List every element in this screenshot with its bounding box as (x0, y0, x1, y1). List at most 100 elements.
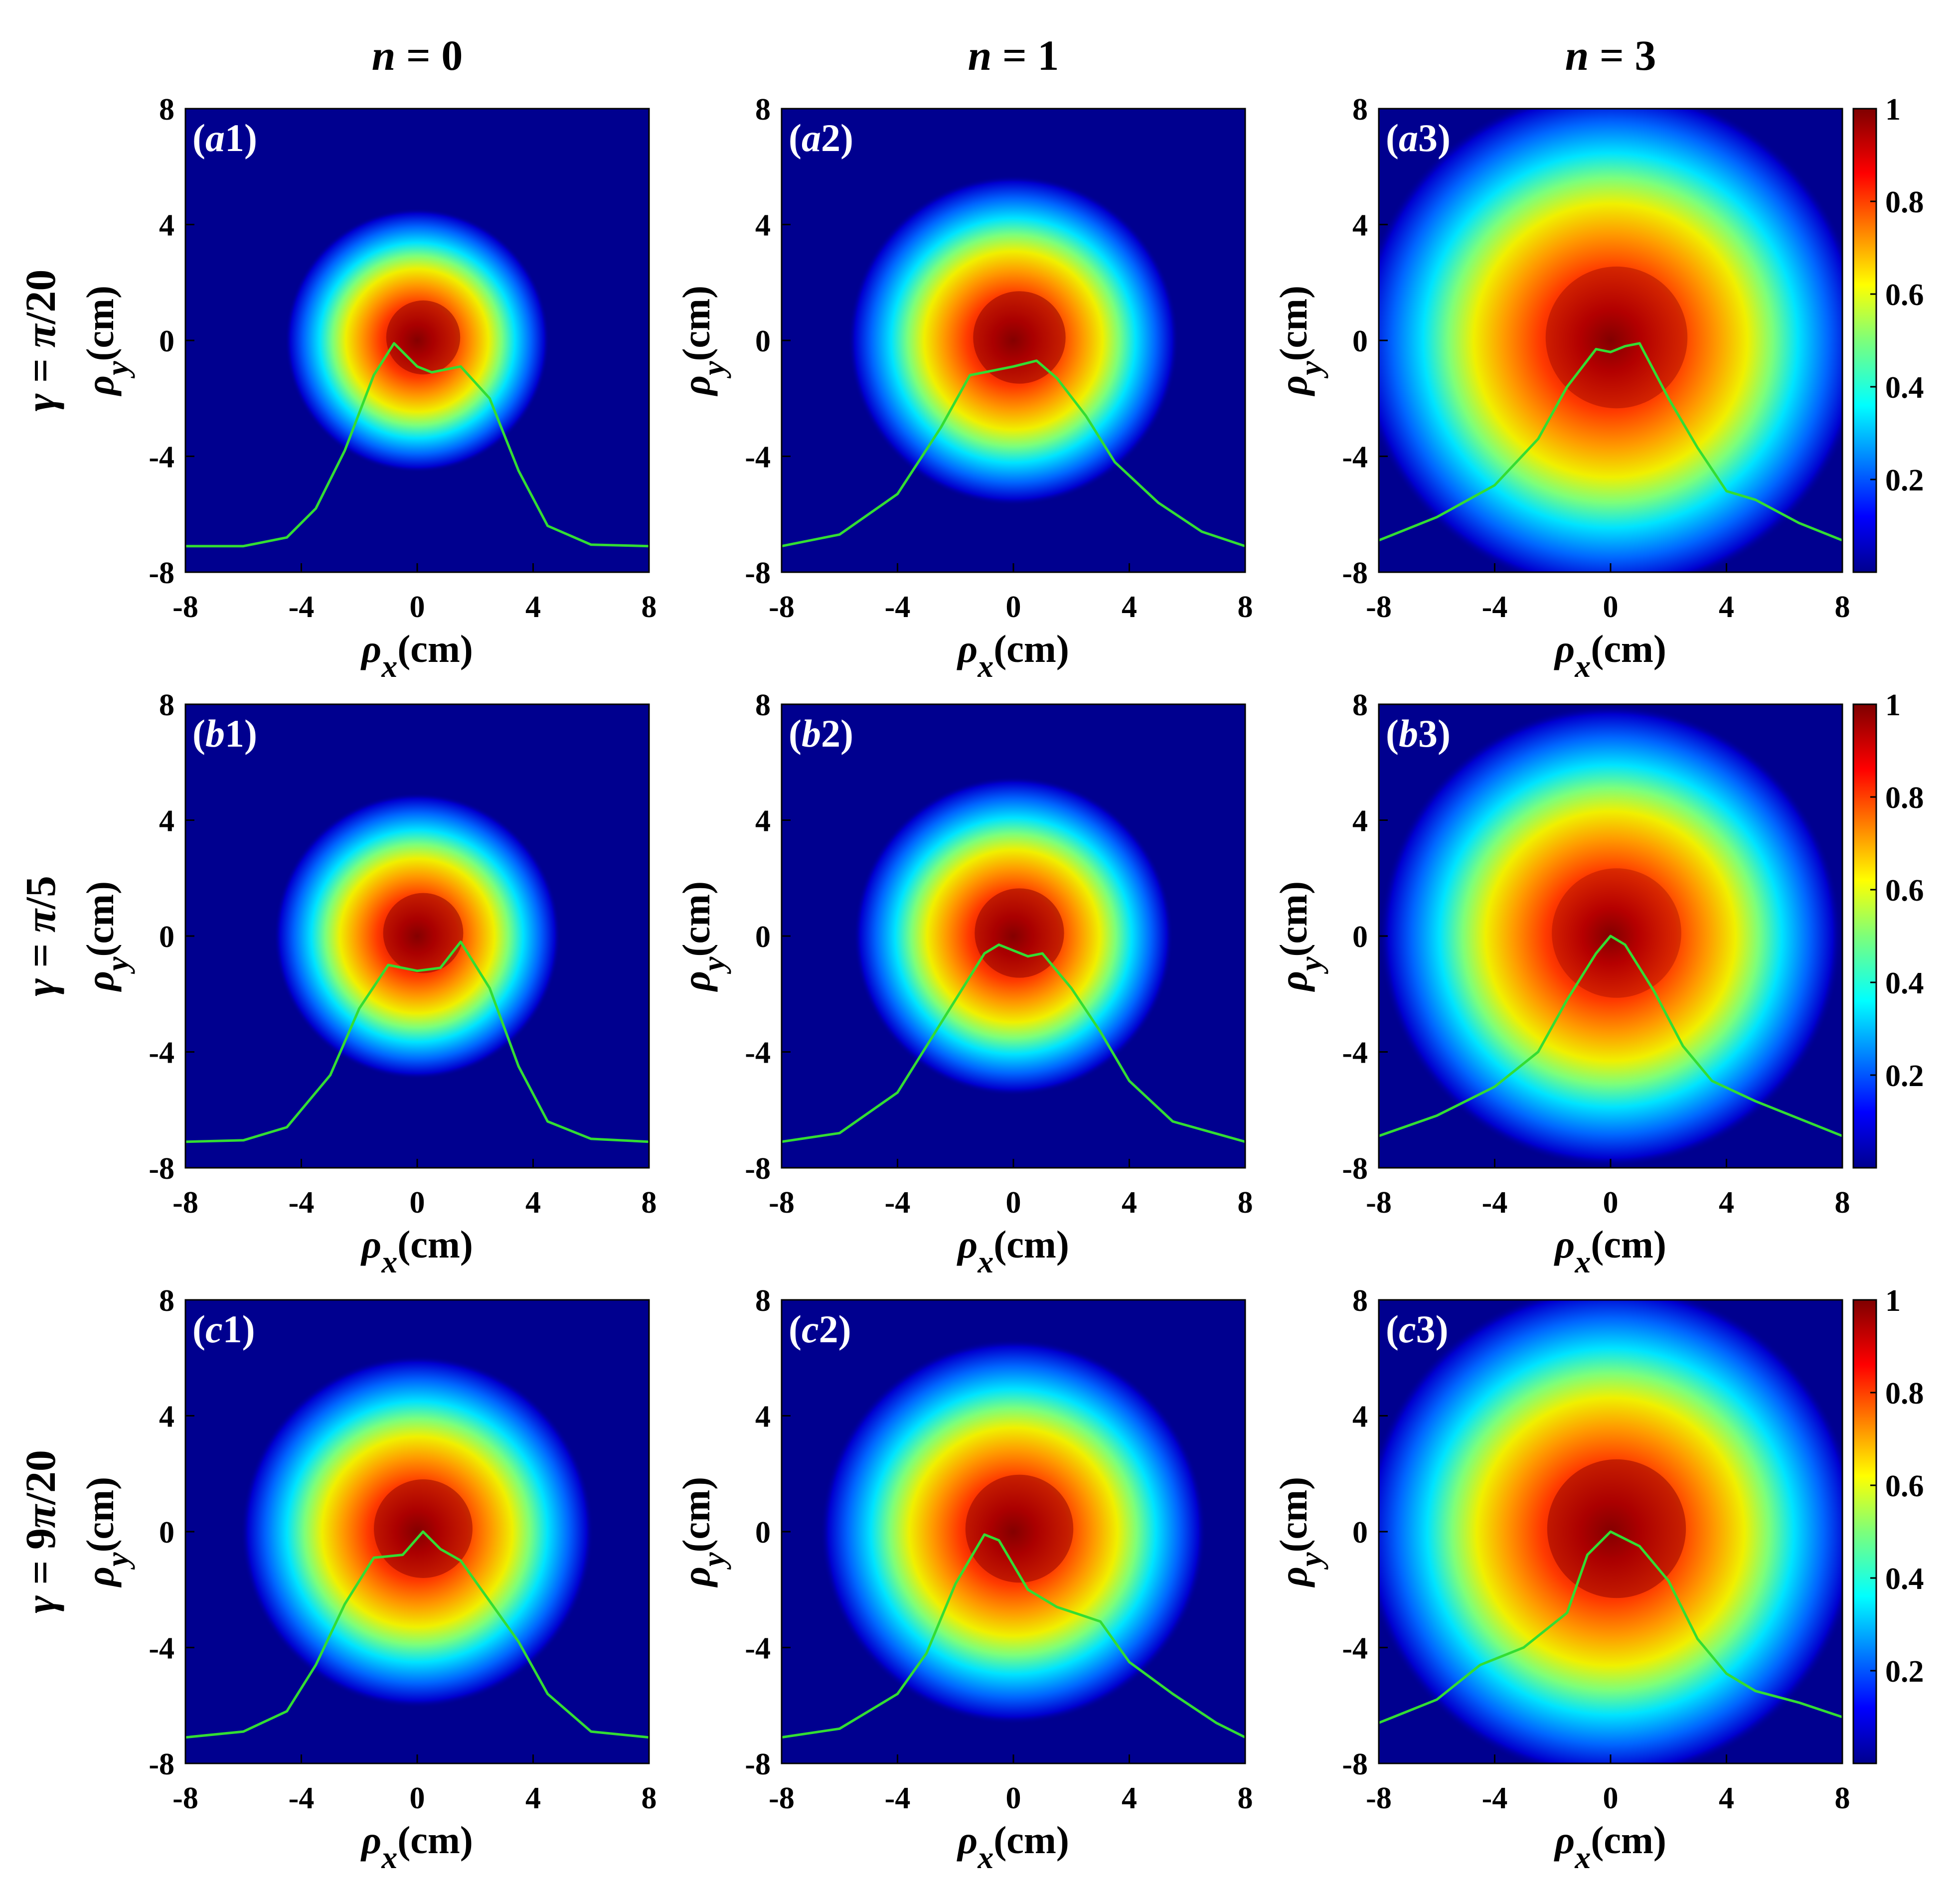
y-tick-label: -8 (745, 1152, 771, 1186)
x-tick-label: -4 (885, 1781, 911, 1815)
x-axis-unit: (cm) (993, 627, 1069, 670)
profile-line (1379, 935, 1842, 1137)
y-tick-label: -4 (1342, 1632, 1368, 1666)
y-axis-label: ρy(cm) (78, 881, 135, 992)
y-tick-label: 0 (159, 1516, 174, 1550)
x-tick-label: 8 (1835, 590, 1850, 624)
y-axis-symbol: ρ (1272, 375, 1315, 396)
intensity-core (973, 291, 1066, 384)
panel-label-number: 2 (821, 712, 840, 755)
colorbar-3: 1 0.8 0.6 0.4 0.2 (1852, 1284, 1924, 1764)
y-tick-label: 8 (159, 1284, 174, 1318)
panel-label-close: ) (242, 1307, 255, 1351)
row-label-gamma: γ (16, 393, 64, 411)
x-tick-label: 0 (410, 1186, 425, 1220)
x-axis-subscript: x (1574, 1244, 1591, 1279)
profile-line (782, 359, 1245, 548)
intensity-core (965, 1474, 1074, 1583)
panel-label-open: ( (789, 116, 802, 159)
panel-label-open: ( (192, 712, 205, 755)
x-axis-label: ρx(cm) (1554, 1223, 1666, 1279)
colorbar-tick-label: 1 (1885, 1284, 1901, 1318)
panel-label-number: 1 (225, 712, 244, 755)
y-axis-unit: (cm) (674, 286, 718, 361)
x-axis-unit: (cm) (397, 1818, 473, 1862)
colorbar-tick-label: 0.6 (1885, 1469, 1924, 1503)
panel-label-letter: c (205, 1307, 223, 1351)
x-axis-subscript: x (1574, 648, 1591, 684)
panel-label: (c3) (1386, 1307, 1449, 1351)
x-tick-label: -4 (289, 590, 315, 624)
intensity-spot (820, 1339, 1206, 1725)
x-tick-label: -8 (769, 1186, 795, 1220)
y-axis-symbol: ρ (78, 1567, 122, 1587)
x-tick-label: 4 (1719, 1781, 1734, 1815)
x-axis-symbol: ρ (957, 1223, 978, 1266)
y-tick-label: 8 (755, 1284, 771, 1318)
colorbar-tick-label: 0.8 (1885, 185, 1924, 219)
heatmap-area (1379, 1300, 1842, 1763)
y-tick-label: -8 (1342, 1152, 1368, 1186)
panel-label-letter: b (1399, 712, 1418, 755)
profile-line (185, 941, 649, 1143)
x-axis-subscript: x (977, 1840, 993, 1875)
y-tick-label: 4 (159, 209, 174, 243)
y-tick-label: 0 (755, 1516, 771, 1550)
y-tick-label: 0 (1352, 1516, 1368, 1550)
x-tick-label: -4 (289, 1186, 315, 1220)
y-axis-symbol: ρ (674, 1567, 718, 1587)
row-label-pi: π (16, 1504, 64, 1528)
panel-label-letter: c (802, 1307, 819, 1351)
x-tick-label: 8 (1238, 590, 1253, 624)
row-label-eq: = (16, 348, 64, 394)
y-axis-unit: (cm) (1272, 881, 1315, 957)
heatmap-area (185, 208, 649, 548)
profile-line (782, 943, 1245, 1143)
x-axis-label: ρx(cm) (957, 627, 1069, 684)
x-axis-subscript: x (977, 1244, 993, 1279)
panel-label-close: ) (244, 712, 257, 755)
column-title: n = 0 (372, 31, 463, 79)
x-tick-label: 8 (642, 1781, 657, 1815)
intensity-core (374, 1479, 473, 1578)
x-tick-label: -4 (289, 1781, 315, 1815)
column-title: n = 1 (968, 31, 1059, 79)
colorbar-tick-label: 0.4 (1885, 966, 1924, 1000)
x-tick-label: 0 (1006, 1186, 1021, 1220)
y-axis-unit: (cm) (674, 1477, 718, 1553)
y-tick-label: -4 (149, 441, 174, 474)
x-axis-symbol: ρ (360, 1223, 381, 1266)
row-label-gamma: γ (16, 978, 64, 996)
y-axis-unit: (cm) (78, 1477, 122, 1553)
panel-label-open: ( (1386, 712, 1399, 755)
row-label: γ = 9π/20 (16, 1450, 64, 1613)
x-axis-unit: (cm) (397, 627, 473, 670)
x-axis-label: ρx(cm) (1554, 627, 1666, 684)
x-axis-label: ρx(cm) (360, 627, 473, 684)
row-label-denominator: /20 (16, 270, 64, 325)
column-title-value: 3 (1634, 31, 1656, 79)
x-axis-symbol: ρ (360, 1818, 381, 1862)
x-tick-label: -8 (172, 1781, 198, 1815)
colorbar-tick-label: 0.4 (1885, 1562, 1924, 1596)
x-axis-symbol: ρ (1554, 1223, 1575, 1266)
x-axis-label: ρx(cm) (957, 1818, 1069, 1875)
y-tick-label: 4 (755, 209, 771, 243)
y-axis-symbol: ρ (1272, 971, 1315, 992)
panel-label-open: ( (1386, 1307, 1399, 1351)
heatmap-area (1379, 109, 1842, 572)
heatmap-area (782, 1339, 1245, 1739)
y-tick-label: -4 (745, 1632, 771, 1666)
y-tick-label: -4 (1342, 441, 1368, 474)
x-tick-label: 8 (1835, 1781, 1850, 1815)
colorbar-tick-label: 0.2 (1885, 1059, 1924, 1093)
x-tick-label: -4 (1482, 590, 1508, 624)
intensity-core (975, 888, 1064, 978)
x-axis-subscript: x (381, 648, 397, 684)
panel-label-number: 3 (1418, 712, 1438, 755)
x-tick-label: 0 (1603, 1186, 1619, 1220)
